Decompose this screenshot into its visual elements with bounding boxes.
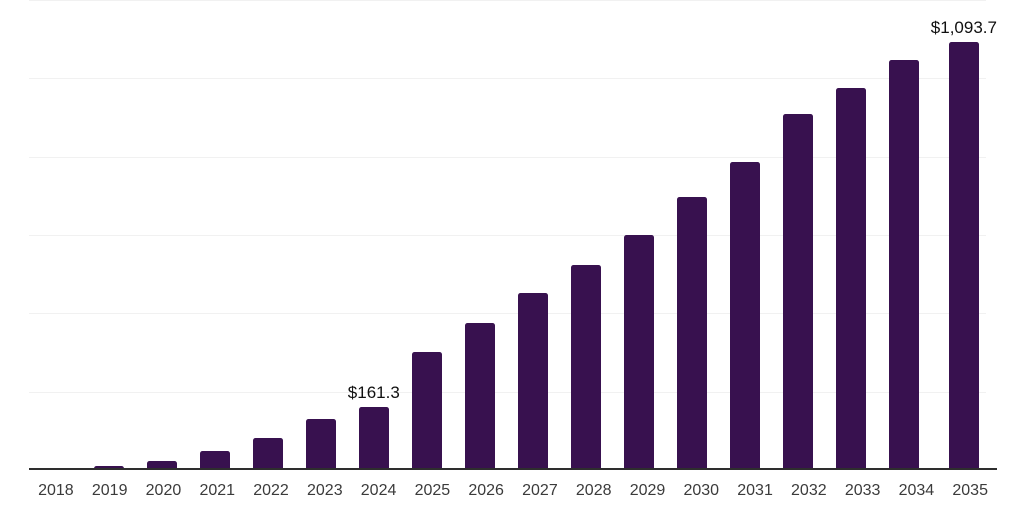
bar <box>252 437 283 470</box>
x-tick-label: 2033 <box>844 482 881 499</box>
bar <box>305 419 336 470</box>
data-label: $1,093.7 <box>930 17 997 37</box>
gridline <box>29 391 986 393</box>
x-tick-label: 2031 <box>737 482 773 499</box>
bar-column <box>878 0 931 470</box>
bar-column: $1,093.7 <box>931 0 997 470</box>
gridline <box>29 156 986 158</box>
bar-column <box>294 0 347 470</box>
bar <box>93 465 124 470</box>
gridline <box>29 78 986 80</box>
bar <box>570 264 601 470</box>
x-tick-label: 2026 <box>468 482 504 499</box>
x-tick-label: 2034 <box>898 482 935 499</box>
x-tick-label: 2030 <box>683 482 720 499</box>
bar-column <box>559 0 612 470</box>
bar <box>411 351 442 470</box>
bar <box>146 460 177 470</box>
x-tick-label: 2018 <box>38 482 74 499</box>
gridline <box>29 313 986 315</box>
bar-column <box>82 0 135 470</box>
bar-column: $161.3 <box>347 0 400 470</box>
bar <box>948 41 979 470</box>
gridline <box>29 0 986 1</box>
plot-area: $161.3 $1,093.7 <box>29 0 997 470</box>
x-axis-line <box>29 468 997 470</box>
bar <box>730 161 761 470</box>
x-tick-label: 2023 <box>307 482 343 499</box>
gridline <box>29 235 986 236</box>
x-tick-label: 2019 <box>91 482 128 499</box>
bars-container: $161.3 $1,093.7 <box>29 0 997 470</box>
x-tick-label: 2035 <box>952 482 988 499</box>
gridlines <box>29 0 997 470</box>
bar-column <box>135 0 188 470</box>
bar-column <box>188 0 241 470</box>
bar-column <box>506 0 559 470</box>
x-tick-label: 2029 <box>629 482 666 499</box>
bar <box>358 406 389 470</box>
x-tick-label: 2027 <box>522 482 558 499</box>
bar-column <box>29 0 82 470</box>
bar <box>836 88 867 470</box>
bar-column <box>719 0 772 470</box>
x-tick-label: 2025 <box>414 482 451 499</box>
bar <box>783 113 814 470</box>
data-label: $161.3 <box>347 382 400 402</box>
bar-column <box>825 0 878 470</box>
bar-column <box>400 0 453 470</box>
x-tick-label: 2028 <box>575 482 612 499</box>
bar <box>889 60 920 470</box>
x-tick-label: 2020 <box>145 482 182 499</box>
x-axis-tick-labels: 2018 2019 2020 2021 2022 2023 2024 2025 2026 2027… <box>29 481 997 501</box>
bar-column <box>241 0 294 470</box>
bar <box>624 234 655 470</box>
bar <box>464 322 495 470</box>
x-tick-label: 2032 <box>791 482 827 499</box>
bar <box>677 197 708 470</box>
x-tick-label: 2021 <box>199 482 236 499</box>
x-tick-label: 2022 <box>253 482 289 499</box>
x-tick-label: 2024 <box>360 482 397 499</box>
bar-column <box>453 0 506 470</box>
bar <box>199 450 230 470</box>
bar-column <box>666 0 719 470</box>
bar-column <box>613 0 666 470</box>
bar-column <box>772 0 825 470</box>
bar <box>517 292 548 470</box>
